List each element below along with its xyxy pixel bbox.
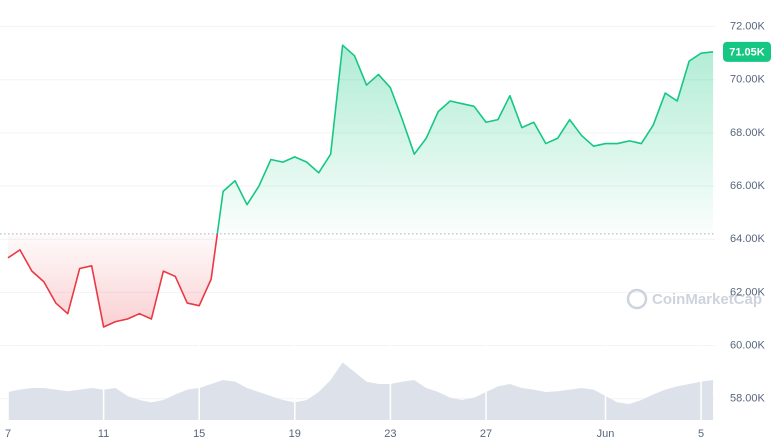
volume-layer bbox=[7, 340, 714, 420]
price-layer bbox=[0, 44, 715, 328]
x-tick-label: 23 bbox=[384, 428, 396, 440]
x-tick-label: 7 bbox=[5, 428, 11, 440]
area-up bbox=[8, 45, 714, 234]
watermark-text: CoinMarketCap bbox=[652, 291, 762, 308]
y-tick-label: 60.00K bbox=[730, 339, 766, 351]
x-tick-label: 11 bbox=[98, 428, 109, 440]
volume-area bbox=[8, 362, 714, 420]
watermark-logo bbox=[626, 288, 648, 310]
x-tick-label: 27 bbox=[480, 428, 492, 440]
y-tick-label: 68.00K bbox=[730, 127, 766, 139]
y-tick-label: 58.00K bbox=[730, 393, 766, 405]
y-tick-label: 62.00K bbox=[730, 286, 766, 298]
y-tick-label: 70.00K bbox=[730, 74, 766, 86]
x-tick-label: 19 bbox=[289, 428, 301, 440]
y-tick-label: 72.00K bbox=[730, 20, 766, 32]
x-tick-label: 5 bbox=[698, 428, 704, 440]
x-tick-label: Jun bbox=[597, 428, 615, 440]
current-price-badge bbox=[723, 41, 771, 62]
y-tick-label: 66.00K bbox=[730, 180, 766, 192]
y-tick-label: 64.00K bbox=[730, 233, 766, 245]
price-line-up bbox=[216, 44, 714, 234]
axis-layer: 72.00K 70.00K 68.00K 66.00K 64.00K 62.00K 60.0… bbox=[5, 20, 771, 440]
watermark: CoinMarketCap bbox=[626, 288, 762, 310]
price-line-down bbox=[7, 233, 219, 328]
x-tick-label: 15 bbox=[193, 428, 205, 440]
current-price-label: 71.05K bbox=[729, 47, 765, 59]
area-down bbox=[8, 233, 218, 327]
